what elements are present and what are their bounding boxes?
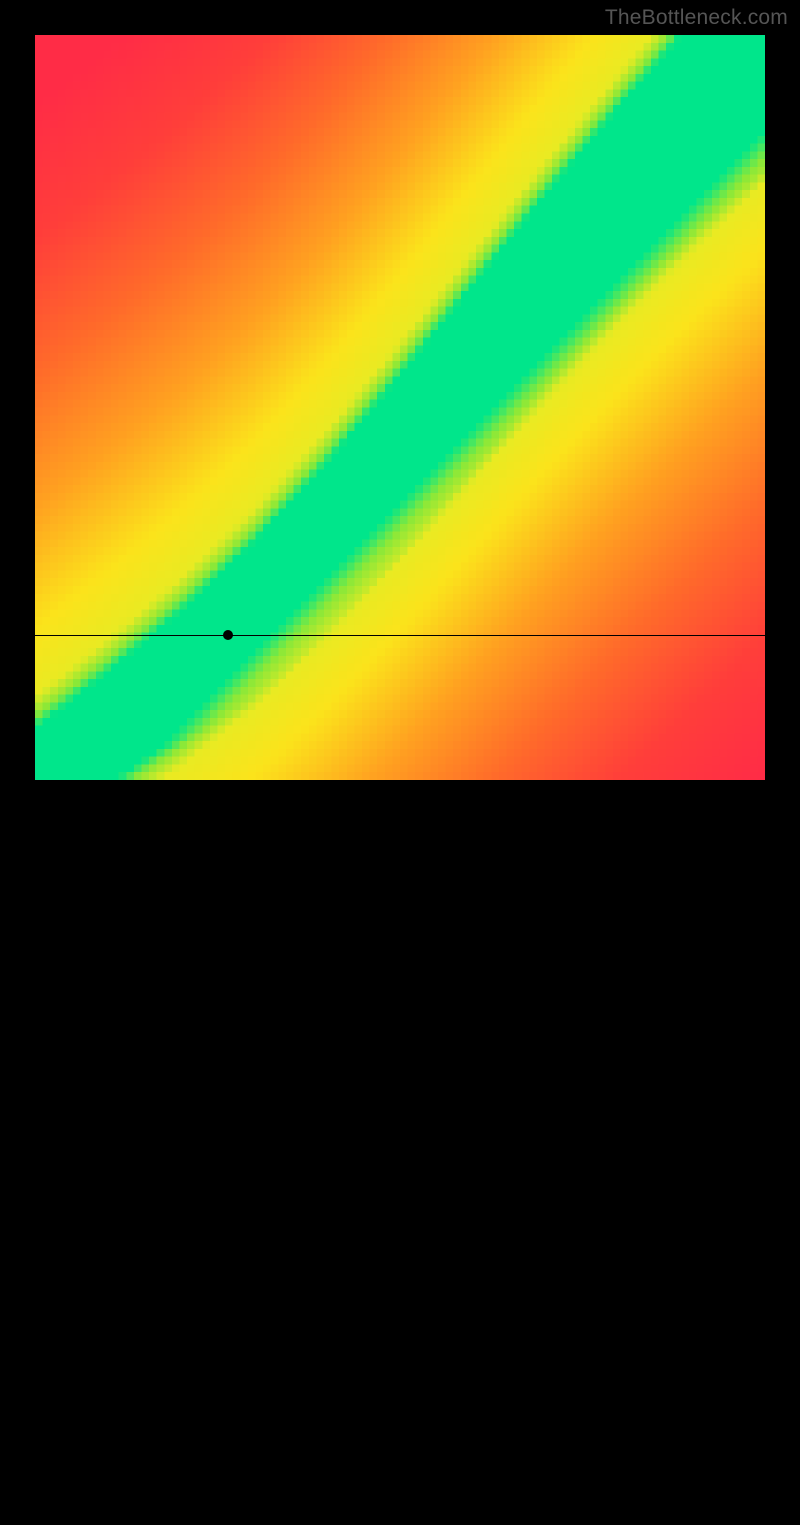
watermark-text: TheBottleneck.com <box>605 6 788 30</box>
crosshair-vertical <box>228 780 229 1525</box>
bottleneck-heatmap <box>35 35 765 780</box>
heatmap-canvas <box>35 35 765 780</box>
selection-marker <box>223 630 233 640</box>
crosshair-horizontal <box>35 635 765 636</box>
